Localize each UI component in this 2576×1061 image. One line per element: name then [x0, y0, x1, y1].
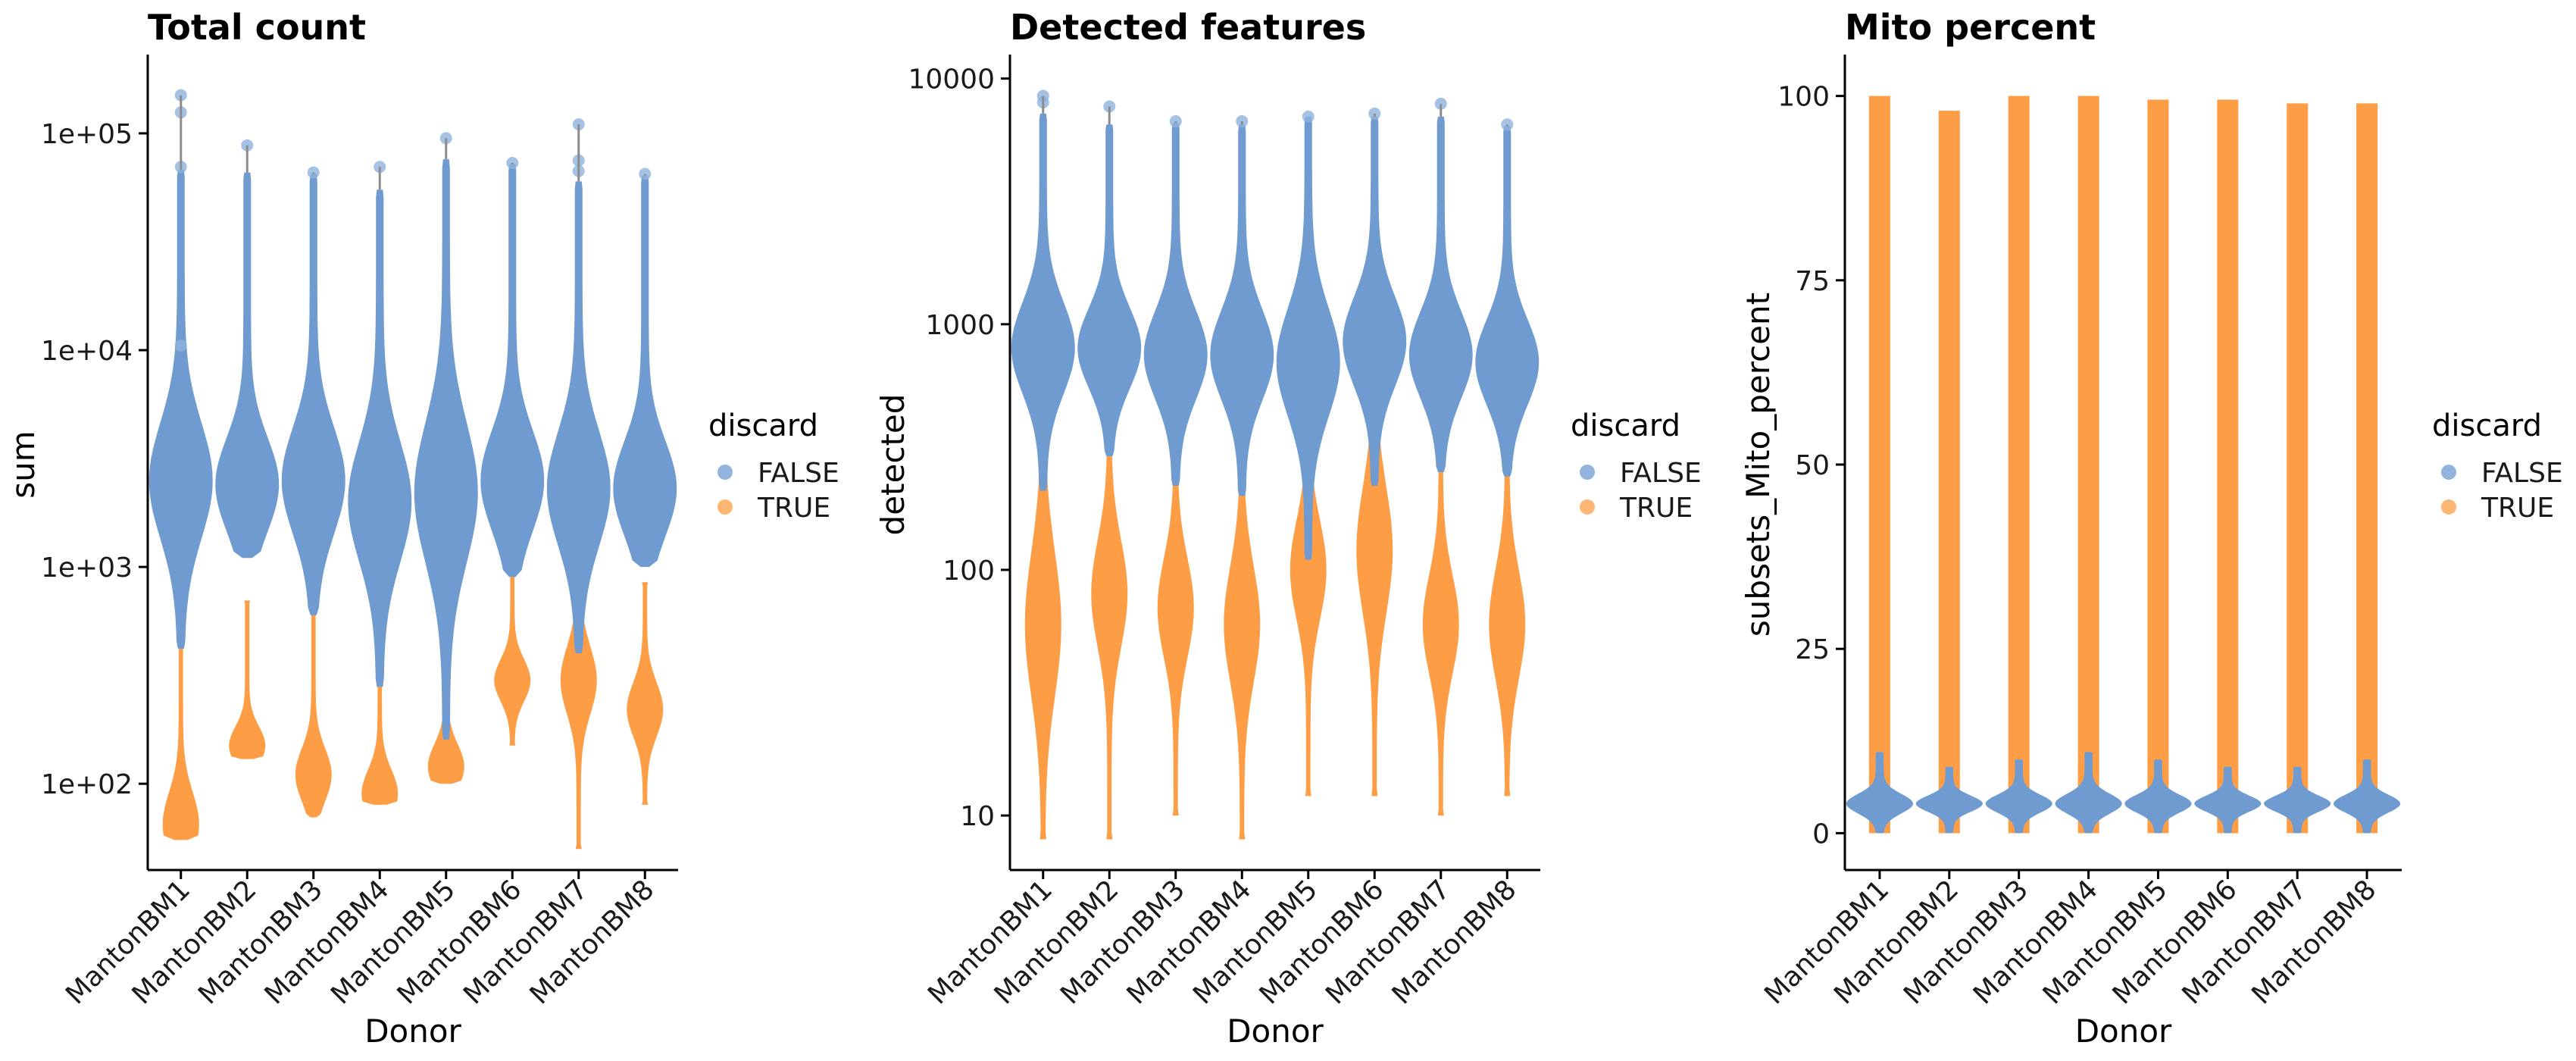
violin-false-6 — [2194, 766, 2262, 834]
violin-false-7 — [1408, 116, 1473, 472]
legend-key-false — [1580, 465, 1595, 480]
violin-false-1 — [148, 169, 213, 649]
violin-false-3 — [1985, 759, 2052, 834]
violin-true-5 — [2147, 99, 2169, 834]
legend-label-false: FALSE — [2481, 458, 2563, 489]
violin-false-1 — [1011, 113, 1075, 491]
violin-true-7 — [560, 571, 597, 850]
panel-title: Total count — [148, 7, 366, 48]
y-axis-label: subsets_Mito_percent — [1740, 293, 1777, 637]
violin-false-2 — [1077, 124, 1142, 457]
legend-label-false: FALSE — [758, 458, 839, 489]
violin-false-7 — [2264, 766, 2331, 834]
panel-3: Mito percent0255075100MantonBM1MantonBM2… — [1740, 7, 2563, 1050]
legend: discard FALSE TRUE — [2432, 408, 2563, 524]
violin-true-1 — [1868, 95, 1890, 834]
y-tick-label: 100 — [1777, 82, 1830, 113]
violin-true-7 — [1422, 409, 1459, 816]
legend: discard FALSE TRUE — [708, 408, 839, 524]
y-tick-label: 50 — [1795, 450, 1830, 481]
legend-label-true: TRUE — [2481, 493, 2554, 524]
outlier-point — [174, 339, 187, 352]
violin-false-3 — [1143, 123, 1208, 486]
violin-false-1 — [1846, 752, 1913, 834]
violin-true-5 — [1290, 388, 1327, 797]
violin-true-3 — [2008, 95, 2030, 834]
panel-2: Detected features10100100010000MantonBM1… — [874, 7, 1702, 1050]
violin-false-7 — [546, 181, 611, 653]
violin-true-6 — [494, 571, 531, 746]
violin-true-2 — [1091, 398, 1128, 840]
y-tick-label: 1e+03 — [41, 552, 133, 584]
legend-key-false — [2441, 465, 2456, 480]
violin-false-5 — [414, 159, 478, 740]
y-tick-label: 100 — [943, 556, 995, 587]
y-tick-label: 1e+04 — [41, 336, 133, 367]
y-tick-label: 1e+05 — [41, 119, 133, 150]
legend-key-true — [1580, 499, 1595, 515]
violin-true-4 — [2077, 95, 2099, 834]
violin-true-6 — [2217, 99, 2239, 834]
violin-true-8 — [627, 582, 664, 805]
violin-true-1 — [1024, 239, 1061, 840]
violin-true-4 — [361, 607, 399, 805]
x-axis-label: Donor — [1227, 1012, 1324, 1050]
legend-key-true — [717, 499, 733, 515]
legend-label-false: FALSE — [1620, 458, 1702, 489]
violin-false-8 — [2334, 759, 2401, 834]
violin-true-1 — [162, 571, 199, 840]
legend: discard FALSE TRUE — [1571, 408, 1702, 524]
legend-title: discard — [1571, 408, 1680, 443]
violin-false-6 — [480, 164, 545, 577]
outlier-point — [1302, 110, 1315, 123]
x-axis-label: Donor — [364, 1012, 461, 1050]
violin-false-8 — [613, 175, 677, 568]
violins — [1846, 95, 2401, 834]
panel-title: Detected features — [1010, 7, 1366, 48]
violin-false-4 — [2055, 752, 2122, 834]
violin-true-8 — [2356, 103, 2378, 834]
violin-false-3 — [281, 174, 345, 615]
violin-false-4 — [348, 189, 412, 687]
violin-false-8 — [1475, 126, 1540, 477]
y-tick-label: 75 — [1795, 266, 1830, 297]
violin-false-4 — [1210, 124, 1274, 496]
legend-label-true: TRUE — [757, 493, 830, 524]
legend-label-true: TRUE — [1619, 493, 1693, 524]
y-tick-label: 10 — [960, 801, 995, 832]
y-tick-label: 0 — [1812, 818, 1830, 850]
y-axis-label: detected — [874, 394, 911, 536]
violin-true-8 — [1489, 348, 1526, 797]
violin-true-3 — [1157, 402, 1194, 816]
violin-true-2 — [229, 600, 266, 759]
legend-title: discard — [2432, 408, 2542, 443]
violin-true-6 — [1356, 274, 1393, 797]
violin-true-4 — [1224, 362, 1261, 840]
violin-false-5 — [2124, 759, 2192, 834]
violin-false-6 — [1343, 116, 1407, 486]
violin-true-3 — [295, 600, 332, 818]
y-tick-label: 1000 — [925, 310, 995, 341]
violin-true-7 — [2287, 103, 2309, 834]
legend-key-false — [717, 465, 733, 480]
y-axis-label: sum — [5, 430, 42, 498]
panel-title: Mito percent — [1845, 7, 2096, 48]
legend-key-true — [2441, 499, 2456, 515]
panel-1: Total count1e+021e+031e+041e+05MantonBM1… — [5, 7, 839, 1050]
violin-true-2 — [1938, 111, 1960, 834]
y-tick-label: 25 — [1795, 634, 1830, 665]
violins — [148, 89, 677, 850]
violin-false-2 — [1915, 766, 1983, 834]
violin-false-2 — [215, 172, 280, 559]
legend-title: discard — [708, 408, 818, 443]
x-axis-label: Donor — [2075, 1012, 2172, 1050]
violin-false-5 — [1276, 116, 1340, 560]
violins — [1011, 89, 1540, 840]
y-tick-label: 1e+02 — [41, 769, 133, 800]
y-tick-label: 10000 — [908, 64, 995, 95]
